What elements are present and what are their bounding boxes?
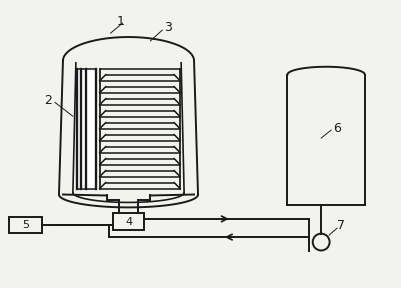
Text: 7: 7 (336, 219, 344, 232)
Text: 5: 5 (22, 220, 29, 230)
Bar (112, 213, 144, 230)
Text: 3: 3 (164, 21, 172, 34)
Text: 1: 1 (116, 15, 124, 28)
Text: 6: 6 (332, 122, 340, 135)
Bar (9, 217, 42, 232)
Text: 4: 4 (125, 217, 132, 227)
Text: 2: 2 (44, 94, 52, 107)
Bar (77, 69, 95, 189)
